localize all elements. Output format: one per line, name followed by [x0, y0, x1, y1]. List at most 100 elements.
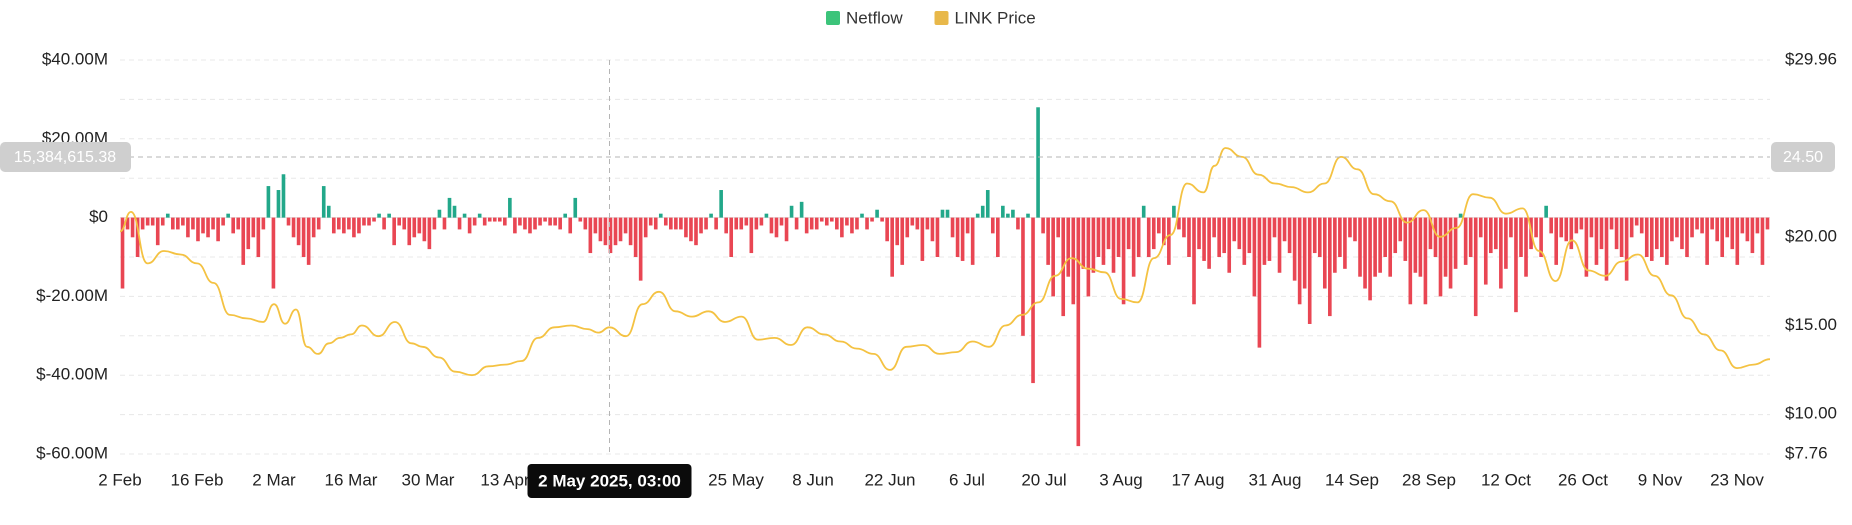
x-tick-label: 22 Jun: [864, 470, 915, 489]
crosshair-left-badge: 15,384,615.38: [0, 141, 131, 172]
legend-item-netflow[interactable]: Netflow: [826, 8, 903, 27]
netflow-bar: [653, 217, 658, 230]
netflow-bar: [467, 217, 472, 234]
x-tick-label: 16 Mar: [325, 470, 378, 489]
netflow-bar: [372, 217, 376, 222]
netflow-bar: [1685, 217, 1689, 257]
x-tick-label: 31 Aug: [1249, 470, 1302, 489]
netflow-bar: [784, 217, 789, 242]
netflow-bar: [789, 205, 794, 218]
netflow-bar: [865, 217, 869, 230]
netflow-bar: [533, 217, 537, 230]
netflow-bar: [1197, 217, 1201, 250]
netflow-bar: [1006, 213, 1010, 218]
netflow-bar: [769, 217, 774, 234]
netflow-bar: [1443, 217, 1448, 277]
crosshair-left-value: 15,384,615.38: [14, 149, 116, 166]
netflow-bar: [291, 217, 296, 238]
netflow-bar: [457, 217, 462, 230]
netflow-bar: [759, 217, 764, 226]
netflow-bar: [674, 217, 678, 230]
y-right-tick-label: $10.00: [1785, 404, 1837, 423]
netflow-bar: [1418, 217, 1423, 277]
netflow-bar: [1433, 217, 1438, 257]
legend[interactable]: Netflow LINK Price: [826, 8, 1036, 27]
netflow-bar: [935, 217, 940, 257]
netflow-bar: [256, 217, 261, 257]
netflow-bar: [1282, 217, 1287, 242]
netflow-bar: [598, 217, 603, 242]
netflow-bar: [588, 217, 593, 254]
netflow-bar: [397, 217, 402, 226]
netflow-bar: [548, 217, 552, 226]
netflow-bar: [1554, 217, 1559, 265]
netflow-bar: [497, 217, 502, 222]
netflow-bar: [231, 217, 235, 234]
netflow-bar: [417, 217, 422, 234]
netflow-bar: [558, 217, 562, 230]
netflow-bar: [1539, 217, 1543, 257]
netflow-bar: [1604, 217, 1609, 281]
netflow-bar: [689, 217, 693, 242]
netflow-bar: [367, 217, 371, 226]
netflow-bar: [1156, 217, 1161, 234]
netflow-bar: [1182, 217, 1186, 238]
netflow-bar: [1378, 217, 1382, 273]
y-right-tick-label: $7.76: [1785, 443, 1828, 462]
netflow-bar: [573, 197, 578, 218]
netflow-bar: [1091, 217, 1096, 273]
netflow-bar: [965, 217, 970, 234]
netflow-bar: [1524, 217, 1528, 277]
netflow-bar: [165, 213, 170, 218]
netflow-bar: [774, 217, 779, 238]
netflow-bar: [181, 217, 185, 226]
netflow-bar: [251, 217, 256, 238]
netflow-bar: [1463, 217, 1468, 265]
netflow-bar: [221, 217, 225, 226]
netflow-bar: [1388, 217, 1393, 277]
netflow-bar: [1317, 217, 1322, 257]
netflow-bar: [1655, 217, 1659, 250]
x-tick-label: 17 Aug: [1172, 470, 1225, 489]
netflow-bar: [1081, 217, 1086, 269]
netflow-bar: [437, 209, 442, 218]
x-tick-label: 23 Nov: [1710, 470, 1764, 489]
netflow-bar: [714, 217, 718, 230]
netflow-bar: [1071, 217, 1076, 305]
netflow-bar: [316, 217, 321, 230]
x-tick-label: 3 Aug: [1099, 470, 1143, 489]
netflow-bar: [1257, 217, 1262, 348]
netflow-bar: [362, 217, 366, 226]
badge-bg: [0, 141, 131, 172]
netflow-bar: [1162, 217, 1166, 246]
netflow-bar: [563, 213, 568, 218]
legend-item-link-price[interactable]: LINK Price: [934, 8, 1036, 27]
netflow-bar: [407, 217, 412, 246]
netflow-bar: [1448, 217, 1453, 289]
netflow-bar: [1302, 217, 1307, 289]
netflow-bar: [1328, 217, 1332, 317]
x-tick-label: 16 Feb: [171, 470, 224, 489]
netflow-bar: [1363, 217, 1367, 289]
netflow-bar: [870, 217, 874, 222]
netflow-bar: [211, 217, 215, 230]
netflow-bar: [1428, 217, 1433, 250]
netflow-bar: [1488, 217, 1493, 254]
netflow-bar: [819, 217, 824, 222]
netflow-bar: [749, 217, 754, 254]
netflow-bar: [623, 217, 628, 234]
crosshair-date-label: 2 May 2025, 03:00: [538, 471, 681, 490]
netflow-bar: [447, 197, 452, 218]
netflow-bar: [1172, 205, 1176, 218]
netflow-bar: [648, 217, 653, 226]
netflow-bar: [1116, 217, 1121, 257]
netflow-bar: [286, 217, 291, 226]
x-tick-label: 20 Jul: [1021, 470, 1066, 489]
netflow-bar: [809, 217, 814, 230]
netflow-bar: [895, 217, 900, 246]
netflow-bar: [1131, 217, 1136, 277]
netflow-bar: [191, 217, 195, 230]
netflow-bars: [120, 107, 1770, 447]
netflow-bar: [1031, 217, 1035, 384]
netflow-bar: [1644, 217, 1649, 257]
